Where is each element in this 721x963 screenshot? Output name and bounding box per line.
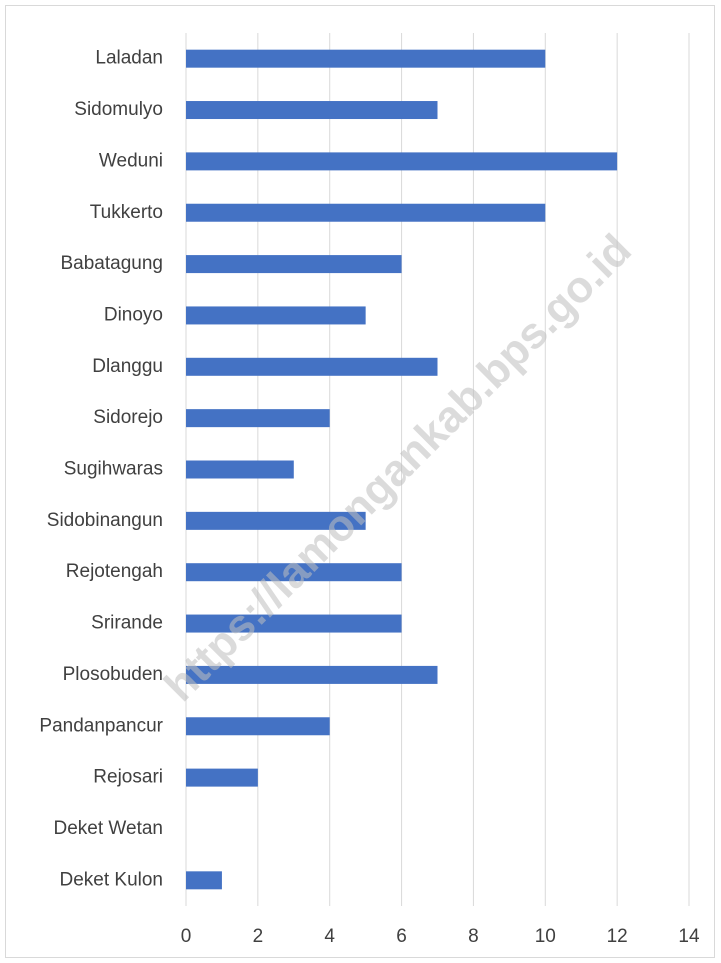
bar <box>186 665 438 684</box>
x-tick-label: 8 <box>468 926 479 947</box>
y-tick-label: Dinoyo <box>104 304 163 325</box>
y-tick-label: Rejotengah <box>66 561 163 582</box>
x-tick-label: 10 <box>535 926 556 947</box>
y-tick-label: Deket Kulon <box>59 869 163 890</box>
x-tick-label: 12 <box>607 926 628 947</box>
bars <box>186 49 618 890</box>
y-tick-label: Laladan <box>95 48 163 69</box>
bar <box>186 306 366 325</box>
y-tick-label: Babatagung <box>61 253 164 274</box>
bar <box>186 768 258 787</box>
bar <box>186 203 546 222</box>
x-tick-label: 14 <box>678 926 700 947</box>
y-tick-label: Tukkerto <box>90 202 163 223</box>
x-tick-label: 4 <box>324 926 335 947</box>
y-tick-label: Sidorejo <box>93 407 163 428</box>
bar <box>186 152 618 171</box>
y-tick-label: Srirande <box>91 613 163 634</box>
y-tick-label: Plosobuden <box>63 664 163 685</box>
y-tick-label: Dlanggu <box>92 356 163 377</box>
bar <box>186 717 330 736</box>
bar <box>186 511 366 530</box>
bar <box>186 101 438 120</box>
grid <box>185 33 690 906</box>
y-tick-label: Rejosari <box>93 767 163 788</box>
y-tick-label: Weduni <box>99 150 163 171</box>
y-tick-label: Pandanpancur <box>39 715 163 736</box>
bar <box>186 871 222 890</box>
bar <box>186 460 294 479</box>
x-tick-label: 0 <box>181 926 192 947</box>
bar <box>186 255 402 274</box>
bar <box>186 614 402 633</box>
x-tick-label: 2 <box>253 926 264 947</box>
bar <box>186 357 438 376</box>
y-tick-label: Deket Wetan <box>54 818 163 839</box>
bar <box>186 49 546 68</box>
bar <box>186 409 330 428</box>
bar <box>186 563 402 582</box>
y-tick-label: Sugihwaras <box>64 459 163 480</box>
y-tick-label: Sidomulyo <box>74 99 163 120</box>
x-tick-label: 6 <box>396 926 407 947</box>
y-tick-label: Sidobinangun <box>47 510 163 531</box>
